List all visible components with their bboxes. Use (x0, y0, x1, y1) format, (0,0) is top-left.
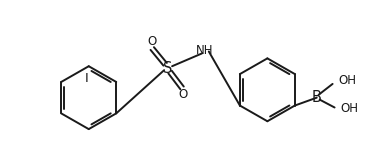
Text: OH: OH (340, 102, 359, 115)
Text: B: B (312, 90, 322, 105)
Text: O: O (148, 35, 157, 48)
Text: S: S (164, 61, 173, 76)
Text: NH: NH (196, 44, 213, 57)
Text: OH: OH (339, 74, 357, 88)
Text: O: O (178, 88, 188, 101)
Text: I: I (85, 72, 89, 85)
